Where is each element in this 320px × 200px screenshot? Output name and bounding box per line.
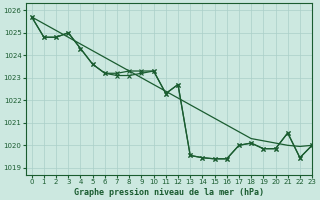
X-axis label: Graphe pression niveau de la mer (hPa): Graphe pression niveau de la mer (hPa) [74,188,264,197]
